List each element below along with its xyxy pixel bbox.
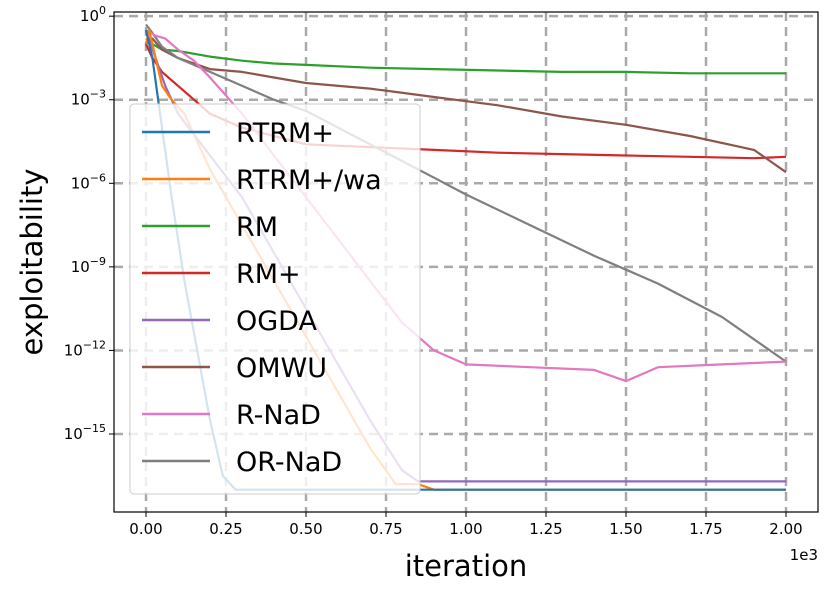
y-tick-label: 10−15	[64, 422, 106, 443]
x-axis-ticks: 0.00 0.25 0.50 0.75 1.00 1.25 1.50 1.75 2.00	[129, 512, 803, 538]
legend-label: RM+	[236, 259, 301, 290]
x-tick-label: 2.00	[769, 520, 802, 538]
y-axis-ticks: 100 10−3 10−6 10−9 10−12 10−15	[64, 4, 114, 443]
grid-lines	[114, 12, 818, 512]
x-tick-label: 0.00	[129, 520, 162, 538]
y-tick-label: 10−9	[71, 255, 106, 276]
x-tick-label: 1.00	[449, 520, 482, 538]
y-tick-label: 10−12	[64, 338, 106, 359]
x-tick-label: 0.50	[289, 520, 322, 538]
x-tick-label: 1.25	[529, 520, 562, 538]
x-axis-label: iteration	[405, 549, 528, 583]
legend-label: OR-NaD	[236, 447, 342, 478]
legend-label: RTRM+/wa	[236, 165, 382, 196]
legend-label: RM	[236, 212, 278, 243]
legend-label: R-NaD	[236, 400, 321, 431]
legend-frame	[129, 103, 421, 495]
series-line-rm	[145, 37, 786, 75]
y-tick-label: 100	[80, 4, 106, 25]
y-tick-label: 10−6	[71, 171, 106, 192]
x-tick-label: 1.75	[689, 520, 722, 538]
x-axis-offset-label: 1e3	[790, 546, 818, 564]
legend-label: OGDA	[236, 306, 317, 337]
x-tick-label: 0.25	[209, 520, 242, 538]
legend-label: OMWU	[236, 353, 327, 384]
x-tick-label: 1.50	[609, 520, 642, 538]
legend-label: RTRM+	[236, 118, 334, 149]
y-tick-label: 10−3	[71, 88, 106, 109]
y-axis-label: exploitability	[15, 168, 49, 355]
x-tick-label: 0.75	[369, 520, 402, 538]
legend: RTRM+ RTRM+/wa RM RM+ OGDA OMWU R-NaD OR-NaD	[129, 103, 421, 495]
